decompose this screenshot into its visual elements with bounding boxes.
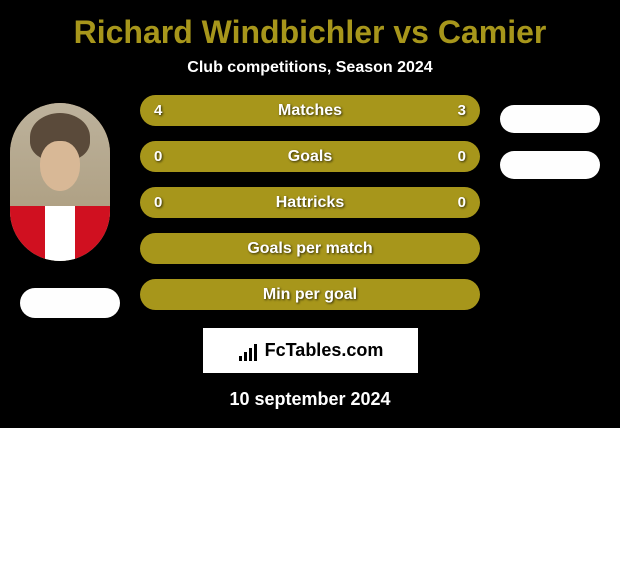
stat-left-value: 0 [154, 194, 162, 211]
stat-label: Goals [288, 148, 332, 166]
stat-right-value: 0 [458, 194, 466, 211]
stat-bar-min-per-goal: Min per goal [140, 279, 480, 310]
player1-blank-pill [20, 288, 120, 318]
stat-bar-matches: 4 Matches 3 [140, 95, 480, 126]
page-title: Richard Windbichler vs Camier [0, 14, 620, 51]
player2-blank-pill-1 [500, 105, 600, 133]
stat-label: Min per goal [263, 286, 357, 304]
brand-text: FcTables.com [265, 340, 384, 361]
content-area: 4 Matches 3 0 Goals 0 0 Hattricks 0 Goal… [0, 95, 620, 410]
stat-bar-goals-per-match: Goals per match [140, 233, 480, 264]
barchart-icon [237, 341, 261, 361]
stat-label: Goals per match [247, 240, 372, 258]
player2-blank-pill-2 [500, 151, 600, 179]
brand-box: FcTables.com [203, 328, 418, 373]
comparison-panel: Richard Windbichler vs Camier Club compe… [0, 0, 620, 428]
stat-right-value: 3 [458, 102, 466, 119]
stat-bar-hattricks: 0 Hattricks 0 [140, 187, 480, 218]
stat-label: Matches [278, 102, 342, 120]
stat-bar-goals: 0 Goals 0 [140, 141, 480, 172]
stat-right-value: 0 [458, 148, 466, 165]
player1-avatar [10, 103, 110, 261]
stat-bars: 4 Matches 3 0 Goals 0 0 Hattricks 0 Goal… [140, 95, 480, 310]
stat-left-value: 4 [154, 102, 162, 119]
subtitle: Club competitions, Season 2024 [0, 59, 620, 77]
stat-left-value: 0 [154, 148, 162, 165]
date-text: 10 september 2024 [0, 389, 620, 410]
stat-label: Hattricks [276, 194, 344, 212]
